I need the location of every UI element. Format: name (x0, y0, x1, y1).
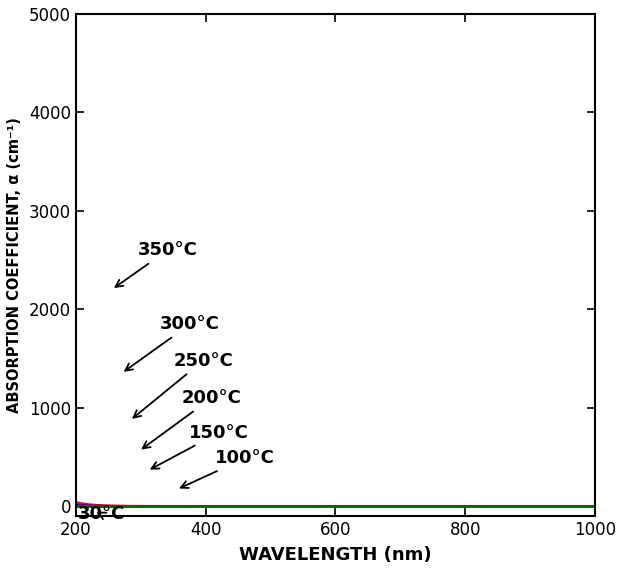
X-axis label: WAVELENGTH (nm): WAVELENGTH (nm) (239, 546, 432, 564)
Text: 150°C: 150°C (151, 424, 249, 469)
Text: 250°C: 250°C (133, 352, 233, 417)
Text: 30°C: 30°C (78, 505, 125, 523)
Text: 300°C: 300°C (125, 315, 220, 371)
Text: 200°C: 200°C (143, 389, 242, 448)
Y-axis label: ABSORPTION COEFFICIENT, α (cm⁻¹): ABSORPTION COEFFICIENT, α (cm⁻¹) (7, 117, 22, 413)
Text: 350°C: 350°C (115, 242, 197, 287)
Text: 100°C: 100°C (181, 449, 275, 488)
